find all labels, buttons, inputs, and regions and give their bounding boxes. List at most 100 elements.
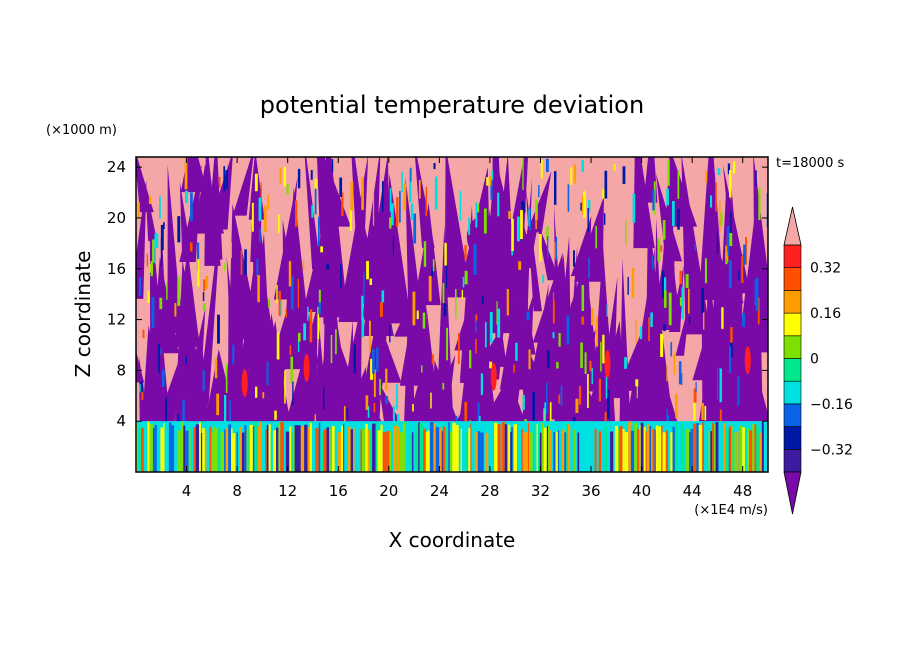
field-streak	[202, 370, 205, 392]
field-streak	[693, 397, 696, 424]
field-streak	[667, 425, 671, 472]
field-streak	[398, 426, 400, 472]
field-streak	[614, 425, 619, 472]
field-streak	[639, 424, 641, 472]
field-streak	[403, 183, 407, 211]
field-streak	[205, 275, 209, 289]
field-plume	[252, 244, 283, 422]
field-streak	[497, 308, 501, 338]
field-streak	[353, 344, 356, 373]
field-streak	[360, 429, 362, 472]
field-streak	[372, 423, 376, 472]
field-streak	[160, 238, 163, 267]
field-streak	[396, 413, 400, 429]
field-streak	[294, 425, 299, 472]
field-streak	[640, 422, 644, 472]
field-streak	[575, 398, 579, 413]
field-streak	[731, 425, 733, 472]
field-streak	[574, 429, 576, 472]
field-streak	[350, 181, 354, 211]
field-streak	[635, 379, 639, 387]
x-axis-label: X coordinate	[389, 528, 516, 552]
field-streak	[421, 365, 423, 373]
field-streak	[393, 425, 397, 472]
field-streak	[381, 290, 385, 303]
field-streak	[524, 432, 529, 472]
y-tick-label: 8	[116, 361, 126, 379]
field-streak	[280, 300, 282, 316]
field-streak	[666, 188, 669, 206]
field-streak	[160, 348, 162, 355]
field-streak	[547, 350, 550, 368]
field-streak	[702, 422, 705, 472]
field-streak	[663, 324, 666, 332]
field-streak	[492, 423, 495, 472]
field-streak	[445, 421, 447, 472]
field-streak	[203, 279, 206, 291]
field-plume	[574, 195, 604, 282]
field-plume	[205, 349, 237, 422]
field-streak	[184, 157, 188, 190]
field-streak	[196, 242, 200, 271]
field-streak	[538, 185, 540, 198]
field-streak	[535, 199, 538, 220]
field-streak	[566, 315, 570, 345]
field-streak	[410, 433, 413, 472]
x-tick-label: 12	[278, 482, 297, 500]
field-streak	[465, 432, 469, 472]
field-streak	[446, 265, 448, 288]
field-streak	[483, 208, 487, 234]
field-streak	[317, 216, 320, 246]
field-streak	[742, 253, 745, 281]
field-streak	[278, 423, 281, 472]
colorbar-tick-label: 0.32	[810, 261, 841, 277]
field-streak	[152, 427, 155, 472]
field-streak	[717, 367, 719, 400]
field-streak	[224, 429, 226, 472]
field-streak	[370, 358, 374, 380]
field-streak	[572, 250, 575, 267]
field-streak	[651, 429, 653, 472]
field-plume	[180, 157, 208, 193]
field-streak	[321, 432, 324, 472]
field-streak	[455, 424, 459, 472]
field-streak	[160, 427, 164, 472]
field-streak	[680, 423, 684, 472]
field-plume	[655, 173, 683, 262]
field-streak	[254, 421, 256, 472]
field-streak	[661, 425, 663, 472]
field-streak	[223, 166, 226, 192]
field-streak	[518, 429, 522, 472]
field-streak	[730, 210, 732, 235]
field-streak	[302, 260, 305, 271]
field-streak	[737, 376, 740, 406]
field-streak	[567, 184, 570, 212]
field-streak	[167, 421, 169, 472]
field-streak	[223, 395, 227, 426]
field-streak	[256, 259, 259, 276]
field-streak	[432, 259, 435, 272]
field-plume	[414, 157, 435, 248]
field-streak	[535, 213, 537, 230]
field-streak	[572, 428, 575, 472]
field-streak	[225, 170, 228, 190]
field-streak	[690, 428, 693, 472]
field-streak	[549, 430, 552, 472]
field-streak	[284, 370, 286, 404]
field-streak	[625, 219, 627, 245]
field-streak	[484, 432, 489, 472]
field-streak	[300, 425, 305, 472]
field-streak	[399, 432, 403, 472]
contour-field	[136, 157, 768, 472]
field-streak	[405, 425, 408, 472]
field-streak	[380, 424, 383, 472]
field-plume	[488, 157, 517, 334]
field-streak	[622, 166, 626, 184]
field-streak	[547, 236, 549, 260]
field-streak	[276, 427, 279, 472]
field-streak	[297, 279, 299, 309]
field-streak	[334, 427, 338, 472]
field-streak	[433, 423, 436, 472]
field-streak	[741, 255, 744, 283]
field-streak	[469, 350, 472, 369]
